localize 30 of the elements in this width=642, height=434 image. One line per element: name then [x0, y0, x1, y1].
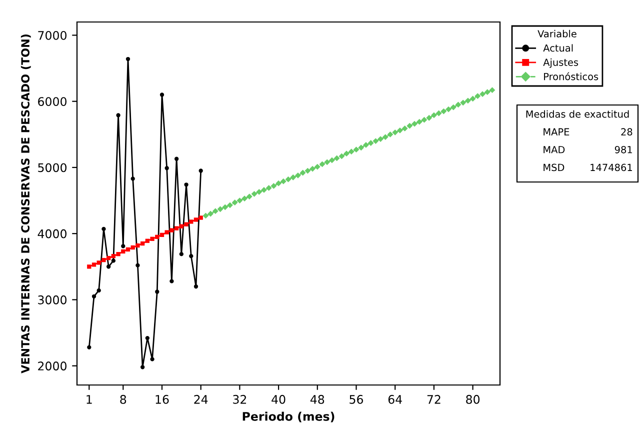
- text: 28: [621, 128, 632, 136]
- x-tick-label: 1: [86, 395, 92, 404]
- x-tick-label: 64: [388, 394, 402, 404]
- y-tick-label: 4000: [38, 229, 66, 238]
- x-tick-label: 56: [350, 394, 364, 404]
- x-tick-label: 80: [466, 394, 480, 404]
- x-axis-title: Periodo (mes): [242, 412, 334, 422]
- x-tick-label: 72: [427, 394, 440, 404]
- y-axis-title: VENTAS INTERNAS DE CONSERVAS DE PESCADO (TON): [20, 34, 31, 374]
- y-tick-label: 3000: [38, 295, 66, 304]
- x-tick-label: 32: [233, 394, 246, 404]
- x-tick-label: 8: [120, 394, 126, 404]
- x-tick-label: 16: [156, 394, 169, 404]
- y-tick-label: 7000: [38, 30, 66, 40]
- x-tick-label: 24: [194, 394, 208, 404]
- legend-title: Variable: [538, 30, 576, 38]
- legend-label: Pronósticos: [544, 72, 598, 80]
- text: MAPE: [544, 128, 570, 136]
- x-tick-label: 40: [272, 394, 286, 404]
- y-tick-label: 2000: [38, 362, 66, 370]
- text: Medidas de exactitud: [526, 110, 629, 118]
- legend-label: Actual: [543, 44, 573, 52]
- legend-label: Ajustes: [543, 58, 578, 68]
- text: 981: [614, 146, 632, 154]
- text: MSD: [544, 164, 564, 172]
- y-tick-label: 5000: [38, 163, 66, 172]
- text: MAD: [544, 146, 565, 154]
- y-tick-label: 6000: [38, 97, 66, 106]
- x-tick-label: 48: [310, 394, 324, 404]
- text: 1474861: [590, 164, 632, 172]
